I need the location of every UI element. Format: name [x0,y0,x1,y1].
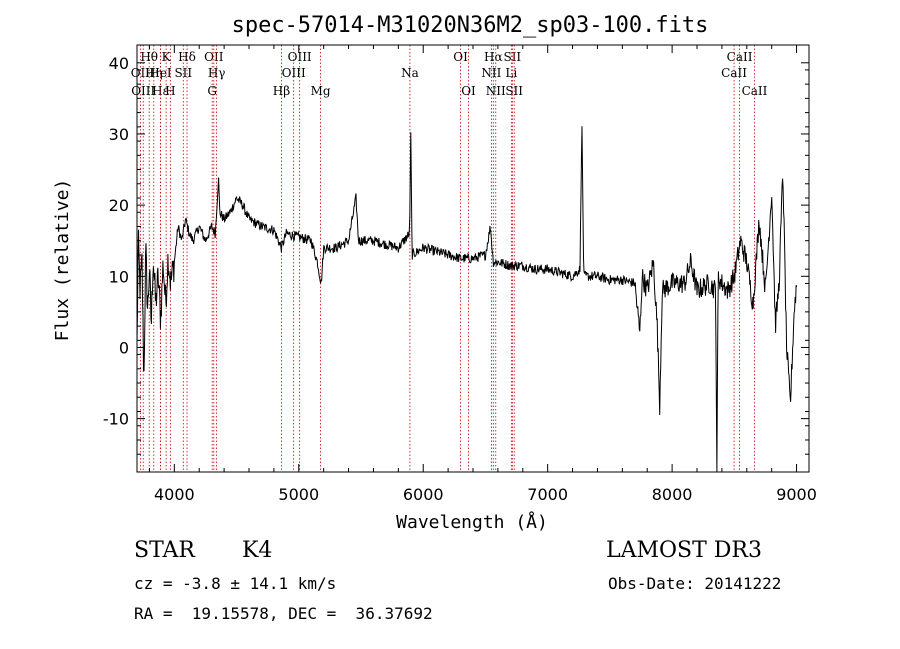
line-label: CaII [742,84,768,98]
line-label: Hα [484,50,503,64]
chart-title: spec-57014-M31020N36M2_sp03-100.fits [232,13,709,38]
line-label: CaII [727,50,753,64]
line-label: Hγ [208,66,226,80]
line-label: OI [453,50,468,64]
line-label: SII [174,66,192,80]
line-label: OI [461,84,476,98]
y-axis-label: Flux (relative) [52,179,73,342]
line-label: Mg [311,84,331,98]
spectrum-line [136,126,798,473]
line-label: SII [505,84,523,98]
line-label: H [165,84,175,98]
spectrum-trace [136,126,798,473]
y-tick-label: -10 [103,410,129,429]
line-label: HeI [149,66,172,80]
y-tick-label: 20 [109,196,129,215]
line-label: Li [505,66,517,80]
line-label: K [162,50,172,64]
object-class: STAR [134,538,195,563]
line-label: Hβ [273,84,290,98]
x-tick-label: 5000 [278,485,319,504]
line-label: Hη [145,66,163,80]
x-tick-label: 6000 [403,485,444,504]
line-label: G [207,84,217,98]
y-tick-label: 10 [109,267,129,286]
line-label: CaII [721,66,747,80]
survey-name: LAMOST DR3 [606,538,762,563]
x-tick-label: 8000 [652,485,693,504]
object-subclass: K4 [242,538,273,563]
line-label: OIII [288,50,312,64]
redshift-readout: cz = -3.8 ± 14.1 km/s [134,574,337,593]
line-label: Na [401,66,419,80]
line-label: NII [481,66,501,80]
coordinates-readout: RA = 19.15578, DEC = 36.37692 [134,604,433,623]
observation-date: Obs-Date: 20141222 [608,574,782,593]
x-tick-label: 4000 [154,485,195,504]
line-label: OII [131,66,151,80]
x-tick-label: 7000 [527,485,568,504]
y-tick-label: 30 [109,125,129,144]
line-label: Hδ [178,50,196,64]
line-label: SII [503,50,521,64]
line-label: OII [204,50,224,64]
x-axis-label: Wavelength (Å) [396,511,548,533]
y-tick-label: 40 [109,54,129,73]
axis-ticks: 4000 5000 6000 7000 8000 9000 -10 0 10 20 30 40 [103,45,817,504]
y-tick-label: 0 [119,338,129,357]
x-tick-label: 9000 [776,485,817,504]
line-label: OIII [282,66,306,80]
line-label: NII [486,84,506,98]
